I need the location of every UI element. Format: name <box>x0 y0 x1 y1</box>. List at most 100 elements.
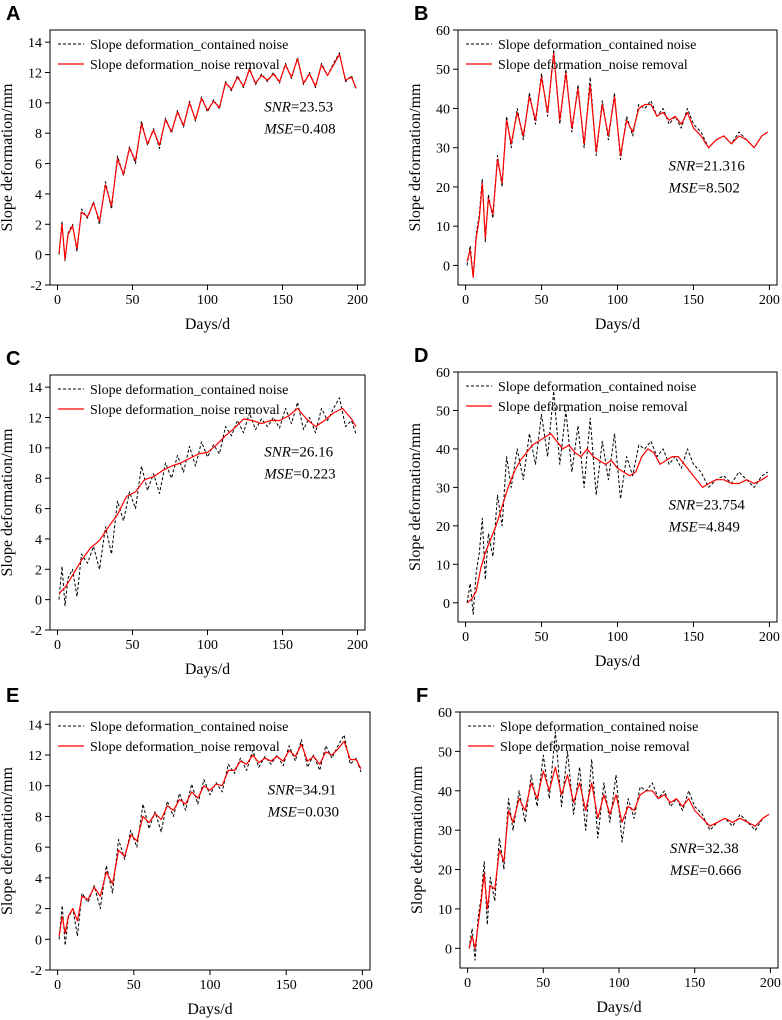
x-tick-label: 100 <box>607 293 628 308</box>
y-axis-title: Slope deformation/mm <box>0 766 16 915</box>
y-tick-label: 50 <box>436 63 450 78</box>
x-tick-label: 150 <box>272 638 293 653</box>
series-line-noise-removal <box>58 407 357 595</box>
y-tick-label: 50 <box>436 404 450 419</box>
legend-label-noise-removal: Slope deformation_noise removal <box>500 740 690 755</box>
mse-readout: MSE=0.030 <box>267 805 339 821</box>
y-tick-label: 10 <box>436 220 450 235</box>
y-tick-label: -2 <box>30 624 42 639</box>
legend: Slope deformation_contained noise Slope d… <box>466 380 696 415</box>
panel-a: A 0 50 100 150 200 -2 0 2 4 6 8 10 12 14 Days/d Slope de… <box>0 3 368 333</box>
y-tick-label: 20 <box>436 181 450 196</box>
x-tick-label: 100 <box>609 976 630 991</box>
legend-label-contained-noise: Slope deformation_contained noise <box>90 383 288 398</box>
y-tick-label: 50 <box>438 745 452 760</box>
x-tick-label: 0 <box>464 976 471 991</box>
panel-letter: A <box>6 3 20 25</box>
y-tick-label: 30 <box>436 142 450 157</box>
y-tick-label: 12 <box>28 749 42 764</box>
y-tick-label: 8 <box>35 810 42 825</box>
legend-label-contained-noise: Slope deformation_contained noise <box>90 38 288 53</box>
y-tick-label: 2 <box>35 218 42 233</box>
panel-f: F 0 50 100 150 200 0 10 20 30 40 50 60 Days/d Slope de… <box>409 685 781 1016</box>
legend-label-noise-removal: Slope deformation_noise removal <box>498 400 688 415</box>
series-line-noise-removal <box>468 766 770 949</box>
series-group <box>466 390 769 615</box>
x-tick-label: 50 <box>536 976 550 991</box>
panel-letter: D <box>414 345 428 367</box>
mse-readout: MSE=0.666 <box>669 863 742 879</box>
x-tick-label: 0 <box>54 293 61 308</box>
x-tick-label: 100 <box>607 630 628 645</box>
x-tick-label: 50 <box>127 978 141 993</box>
mse-readout: MSE=0.408 <box>263 122 335 138</box>
y-tick-label: 10 <box>436 558 450 573</box>
stats-annotation: SNR=21.316 MSE=8.502 <box>668 158 746 196</box>
y-tick-label: 60 <box>438 706 452 721</box>
snr-readout: SNR=32.38 <box>670 841 739 857</box>
legend-label-noise-removal: Slope deformation_noise removal <box>90 58 280 73</box>
x-axis-title: Days/d <box>185 661 230 678</box>
mse-readout: MSE=8.502 <box>668 180 740 196</box>
legend: Slope deformation_contained noise Slope d… <box>466 38 696 73</box>
legend-label-contained-noise: Slope deformation_contained noise <box>498 380 696 395</box>
legend: Slope deformation_contained noise Slope d… <box>58 720 288 755</box>
legend-label-noise-removal: Slope deformation_noise removal <box>90 740 280 755</box>
panel-c: C 0 50 100 150 200 -2 0 2 4 6 8 10 12 14 Days/d Slope de… <box>0 348 368 678</box>
y-tick-label: 14 <box>28 381 42 396</box>
stats-annotation: SNR=23.53 MSE=0.408 <box>263 100 335 138</box>
x-tick-label: 100 <box>197 293 218 308</box>
y-tick-label: 40 <box>436 443 450 458</box>
x-tick-label: 0 <box>462 293 469 308</box>
panel-b: B 0 50 100 150 200 0 10 20 30 40 50 60 Days/d Slope de… <box>407 3 780 333</box>
y-tick-label: 6 <box>35 158 42 173</box>
x-tick-label: 50 <box>535 630 549 645</box>
series-line-contained-noise <box>58 734 362 946</box>
x-tick-label: 200 <box>347 638 368 653</box>
panel-letter: E <box>6 685 19 707</box>
y-tick-label: 60 <box>436 366 450 381</box>
series-group <box>466 49 769 278</box>
x-tick-label: 100 <box>200 978 221 993</box>
x-tick-label: 200 <box>759 630 780 645</box>
y-tick-label: 0 <box>443 597 450 612</box>
snr-readout: SNR=21.316 <box>669 158 746 174</box>
y-tick-label: 4 <box>35 188 42 203</box>
series-line-contained-noise <box>58 52 357 262</box>
y-tick-label: 8 <box>35 127 42 142</box>
y-tick-label: 20 <box>438 864 452 879</box>
series-line-noise-removal <box>58 740 362 937</box>
y-tick-label: 4 <box>35 533 42 548</box>
series-group <box>468 731 770 961</box>
mse-readout: MSE=4.849 <box>668 520 740 536</box>
stats-annotation: SNR=26.16 MSE=0.223 <box>263 445 335 483</box>
series-line-noise-removal <box>58 53 357 260</box>
y-tick-label: 4 <box>35 872 42 887</box>
series-line-noise-removal <box>466 52 769 278</box>
x-tick-label: 50 <box>126 293 140 308</box>
panel-letter: B <box>414 3 428 25</box>
snr-readout: SNR=23.53 <box>264 100 333 116</box>
y-tick-label: 6 <box>35 841 42 856</box>
series-group <box>58 734 362 946</box>
x-tick-label: 0 <box>54 638 61 653</box>
legend-label-noise-removal: Slope deformation_noise removal <box>498 58 688 73</box>
x-tick-label: 50 <box>126 638 140 653</box>
series-line-noise-removal <box>466 432 769 604</box>
x-axis-title: Days/d <box>595 316 640 333</box>
y-tick-label: 40 <box>438 785 452 800</box>
legend-label-noise-removal: Slope deformation_noise removal <box>90 403 280 418</box>
y-tick-label: 0 <box>35 594 42 609</box>
legend: Slope deformation_contained noise Slope d… <box>58 383 288 418</box>
snr-readout: SNR=23.754 <box>669 498 746 514</box>
y-axis-title: Slope deformation/mm <box>407 422 424 571</box>
series-line-contained-noise <box>58 397 357 607</box>
y-tick-label: 10 <box>28 442 42 457</box>
x-tick-label: 150 <box>272 293 293 308</box>
panel-d: D 0 50 100 150 200 0 10 20 30 40 50 60 Days/d Slope de… <box>407 345 780 670</box>
x-axis-title: Days/d <box>596 999 641 1016</box>
y-axis-title: Slope deformation/mm <box>0 83 16 232</box>
mse-readout: MSE=0.223 <box>263 467 335 483</box>
x-tick-label: 150 <box>683 293 704 308</box>
x-tick-label: 150 <box>684 976 705 991</box>
